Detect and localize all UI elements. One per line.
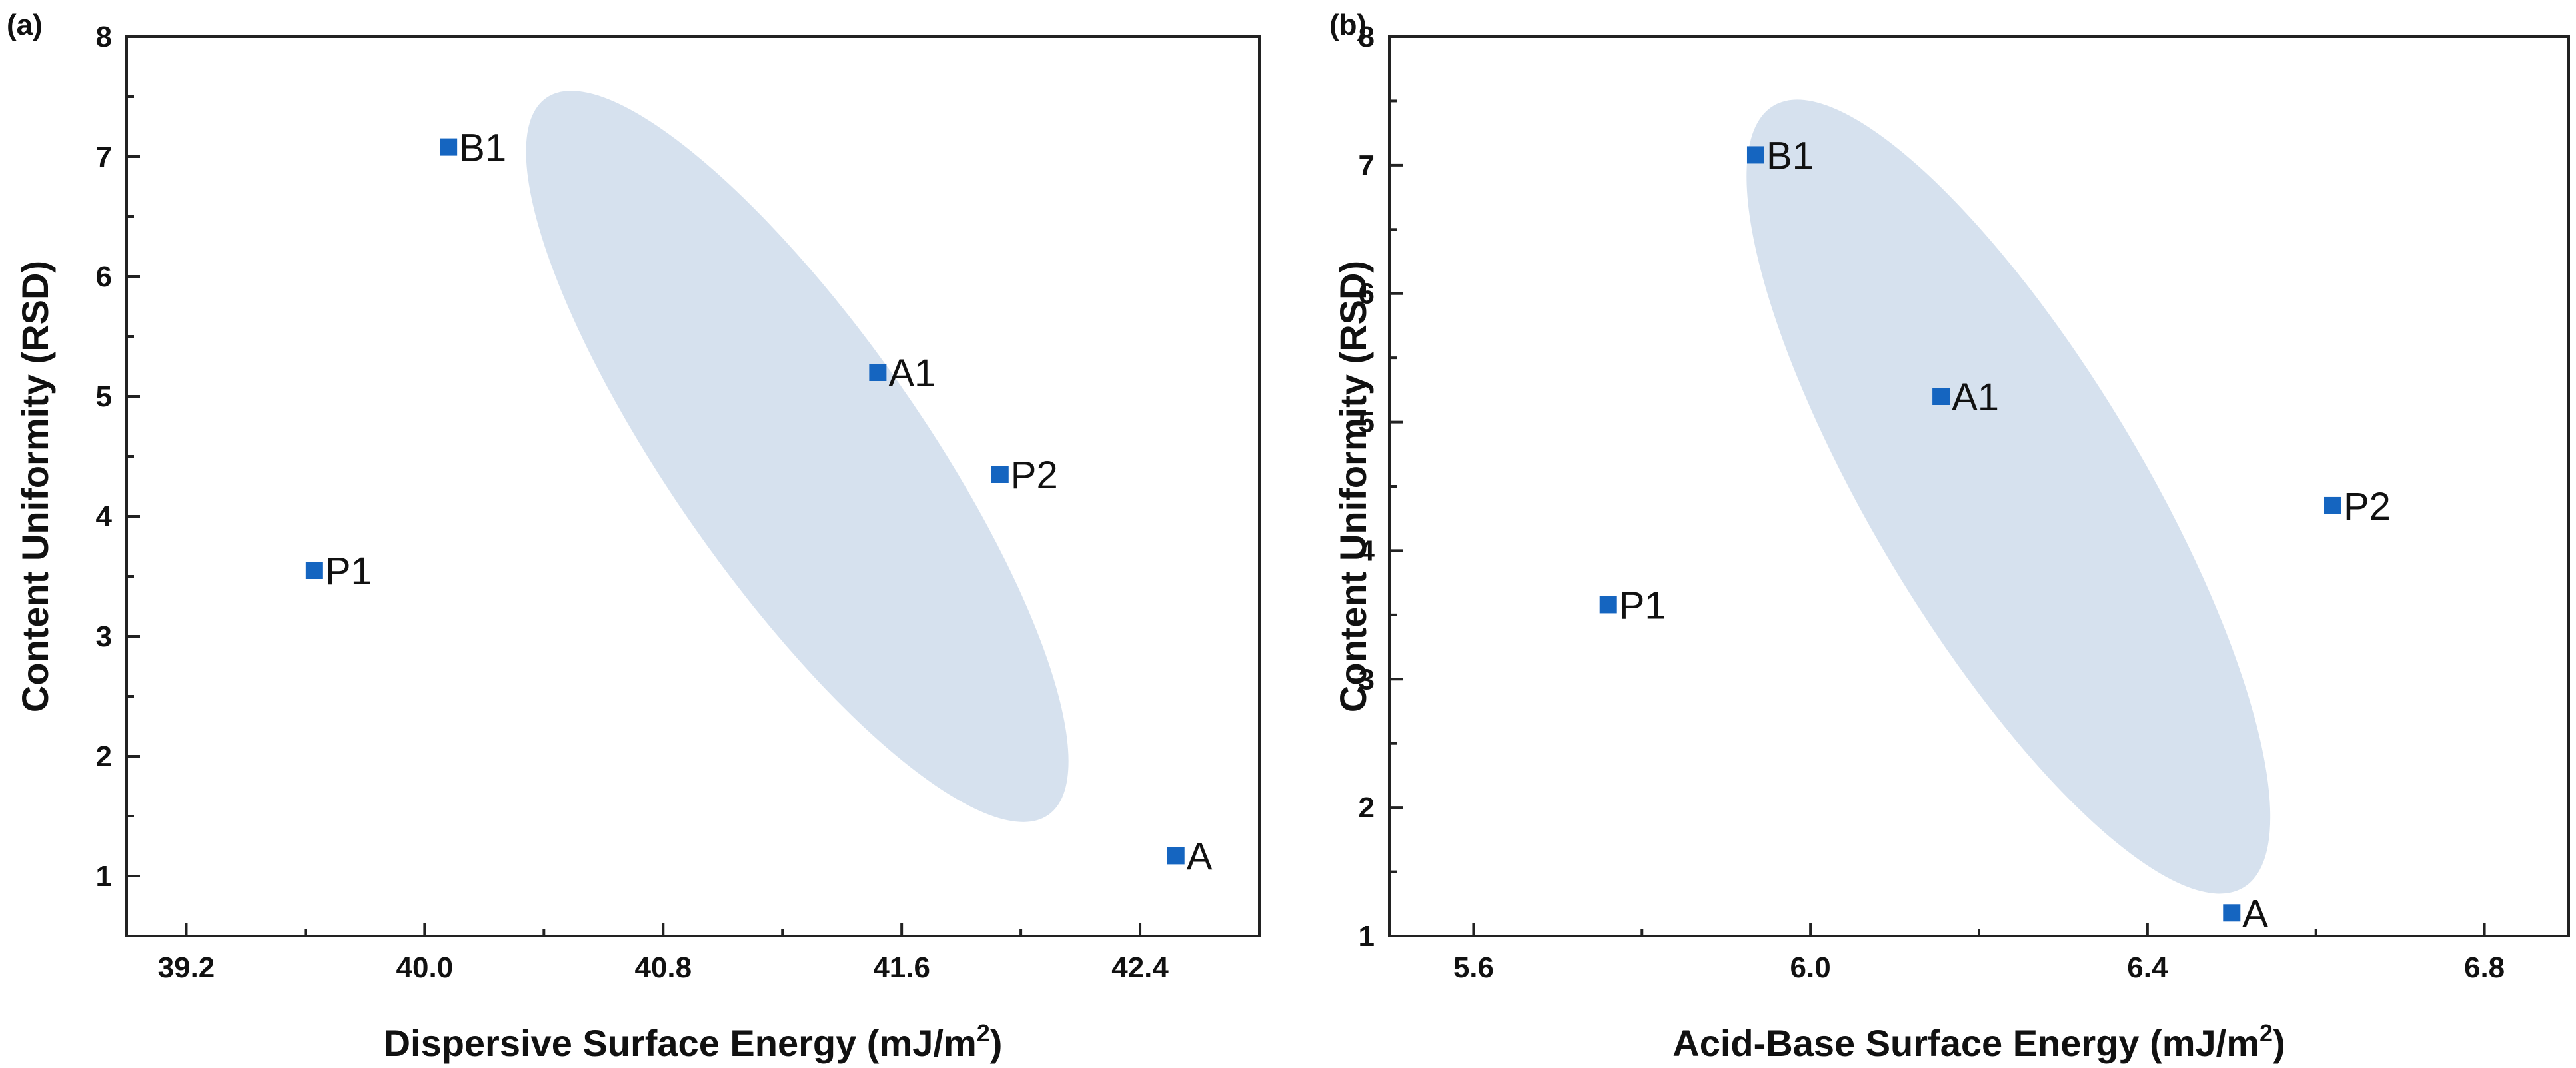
- y-tick-label-a-1: 2: [96, 740, 112, 773]
- data-point-b-a1: [1932, 388, 1950, 405]
- x-tick-label-a-2: 40.8: [634, 951, 692, 984]
- panel-a: (a) 1 2 3 4 5 6 7 8 39.2 40.0 40.8 41.6 42.4 Dispersiv…: [7, 9, 1261, 1064]
- data-point-a-a1: [869, 364, 887, 381]
- x-tick-label-a-4: 42.4: [1111, 951, 1169, 984]
- data-point-a-p2: [991, 466, 1009, 483]
- highlight-ellipse-a: [526, 91, 1069, 822]
- y-tick-label-b-2: 3: [1359, 663, 1375, 696]
- y-tick-label-a-3: 4: [96, 500, 113, 533]
- y-axis-title-a: Content Uniformity (RSD): [14, 261, 56, 712]
- point-label-a-p1: P1: [325, 550, 372, 593]
- y-tick-label-b-5: 6: [1359, 278, 1375, 310]
- panel-label-b: (b): [1329, 9, 1367, 41]
- point-label-a-a1: A1: [888, 352, 936, 395]
- data-point-b-b1: [1746, 146, 1764, 164]
- y-tick-label-a-7: 8: [96, 21, 112, 53]
- point-label-a-p2: P2: [1011, 454, 1058, 497]
- y-tick-label-b-6: 7: [1359, 149, 1375, 182]
- x-tick-label-a-1: 40.0: [396, 951, 454, 984]
- y-tick-label-a-4: 5: [96, 380, 112, 413]
- point-label-b-b1: B1: [1766, 134, 1814, 177]
- panel-label-a: (a): [7, 9, 43, 41]
- y-tick-label-b-4: 5: [1359, 406, 1375, 439]
- point-label-a-b1: B1: [459, 127, 506, 170]
- y-axis-title-b: Content Uniformity (RSD): [1332, 261, 1374, 712]
- point-label-b-p1: P1: [1619, 584, 1666, 627]
- y-tick-label-b-3: 4: [1359, 534, 1375, 567]
- x-tick-label-b-0: 5.6: [1453, 951, 1494, 984]
- point-label-b-a1: A1: [1952, 376, 1999, 419]
- data-point-b-p1: [1599, 596, 1617, 614]
- x-tick-label-a-3: 41.6: [873, 951, 930, 984]
- y-tick-label-b-0: 1: [1359, 920, 1375, 953]
- data-point-a-b1: [440, 138, 458, 156]
- panel-b: (b) 1 2 3 4 5 6 7 8 5.6 6.0 6.4 6.8 Acid-Base Surface…: [1329, 9, 2570, 1064]
- x-tick-label-b-1: 6.0: [1790, 951, 1831, 984]
- point-label-a-a: A: [1187, 835, 1213, 878]
- x-tick-label-b-3: 6.8: [2464, 951, 2505, 984]
- data-point-a-a: [1167, 847, 1185, 865]
- y-tick-label-b-7: 8: [1359, 21, 1375, 53]
- y-tick-label-a-6: 7: [96, 141, 112, 173]
- y-tick-label-b-1: 2: [1359, 792, 1375, 824]
- highlight-ellipse-b: [1746, 99, 2271, 894]
- x-axis-title-b: Acid-Base Surface Energy (mJ/m2): [1672, 1019, 2285, 1064]
- data-point-a-p1: [305, 562, 323, 579]
- x-axis-title-a: Dispersive Surface Energy (mJ/m2): [384, 1019, 1003, 1064]
- x-tick-label-b-2: 6.4: [2127, 951, 2168, 984]
- y-tick-label-a-2: 3: [96, 620, 112, 653]
- x-tick-label-a-0: 39.2: [158, 951, 215, 984]
- plot-frame-a: [125, 35, 1261, 937]
- data-point-b-a: [2223, 904, 2241, 922]
- y-tick-label-a-5: 6: [96, 261, 112, 293]
- data-point-b-p2: [2324, 496, 2341, 514]
- point-label-b-a: A: [2242, 892, 2268, 935]
- y-tick-label-a-0: 1: [96, 860, 112, 893]
- point-label-b-p2: P2: [2343, 485, 2391, 528]
